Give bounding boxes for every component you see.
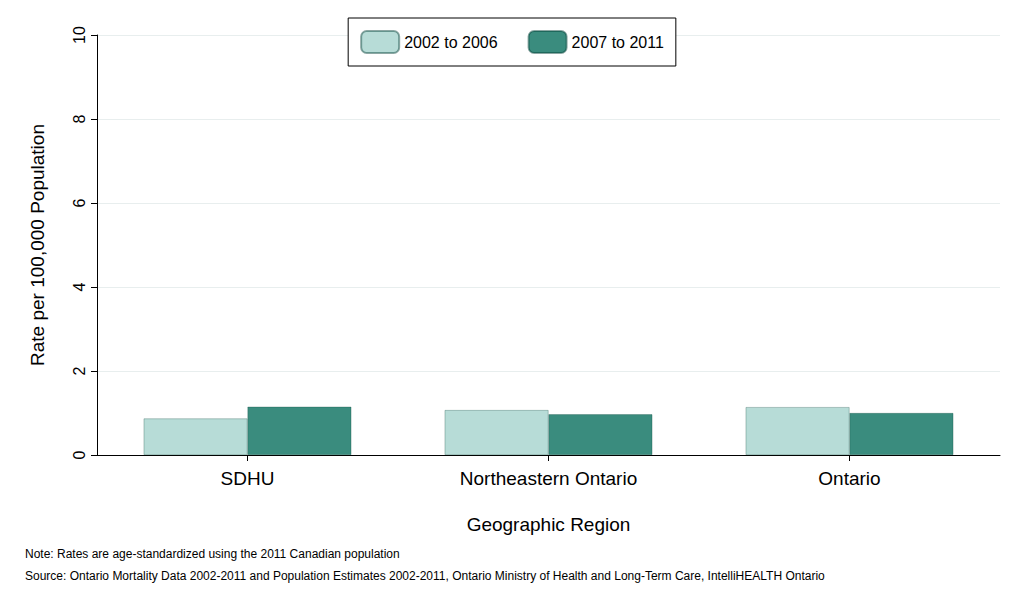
- svg-text:4: 4: [71, 282, 88, 291]
- svg-text:0: 0: [71, 450, 88, 459]
- svg-text:Geographic Region: Geographic Region: [467, 514, 631, 535]
- svg-text:2002 to 2006: 2002 to 2006: [404, 34, 498, 51]
- svg-text:10: 10: [71, 26, 88, 44]
- svg-text:Northeastern Ontario: Northeastern Ontario: [460, 468, 637, 489]
- svg-text:2007 to 2011: 2007 to 2011: [572, 34, 664, 51]
- svg-text:SDHU: SDHU: [221, 468, 275, 489]
- svg-text:Rate per 100,000 Population: Rate per 100,000 Population: [27, 124, 48, 366]
- svg-text:8: 8: [71, 114, 88, 123]
- svg-text:2: 2: [71, 366, 88, 375]
- svg-text:Note: Rates are age-standardiz: Note: Rates are age-standardized using t…: [25, 547, 400, 561]
- svg-text:Ontario: Ontario: [818, 468, 880, 489]
- svg-text:Source: Ontario Mortality Data: Source: Ontario Mortality Data 2002-2011…: [25, 569, 825, 583]
- svg-text:6: 6: [71, 198, 88, 207]
